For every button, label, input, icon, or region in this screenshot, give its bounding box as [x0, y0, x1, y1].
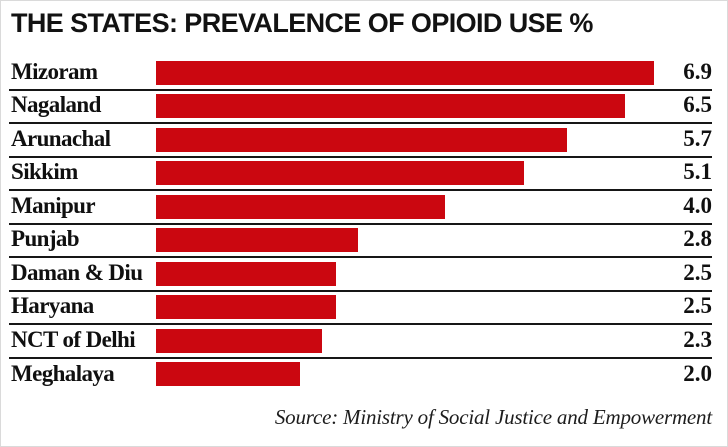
- state-label: Punjab: [11, 226, 80, 252]
- bar: [156, 295, 337, 319]
- chart-row: NCT of Delhi 2.3: [9, 325, 712, 359]
- bar: [156, 194, 445, 219]
- chart-row: Nagaland 6.5: [9, 91, 712, 124]
- state-label: Daman & Diu: [11, 259, 143, 285]
- value-label: 2.8: [683, 226, 712, 252]
- chart-row: Daman & Diu 2.5: [9, 258, 712, 292]
- state-label: Arunachal: [11, 125, 111, 151]
- chart-row: Meghalaya 2.0: [9, 359, 712, 393]
- chart-row: Haryana 2.5: [9, 292, 712, 325]
- bar: [156, 161, 525, 185]
- value-label: 5.7: [683, 125, 712, 151]
- chart-row: Mizoram 6.9: [9, 57, 712, 91]
- state-label: Mizoram: [11, 58, 98, 84]
- chart-row: Punjab 2.8: [9, 225, 712, 258]
- value-label: 2.5: [683, 293, 712, 319]
- bar: [156, 94, 626, 118]
- value-label: 2.0: [683, 361, 712, 387]
- state-label: Nagaland: [11, 92, 101, 118]
- bar: [156, 228, 359, 252]
- value-label: 5.1: [683, 159, 712, 185]
- state-label: Meghalaya: [11, 361, 115, 387]
- value-label: 2.5: [683, 259, 712, 285]
- bar-chart: Mizoram 6.9 Nagaland 6.5 Arunachal 5.7 Sikkim 5…: [9, 57, 712, 392]
- chart-title: THE STATES: PREVALENCE OF OPIOID USE %: [11, 8, 593, 38]
- state-label: Sikkim: [11, 159, 78, 185]
- bar: [156, 328, 322, 353]
- value-label: 2.3: [683, 326, 712, 352]
- bar: [156, 60, 654, 85]
- bar: [156, 362, 301, 386]
- state-label: Manipur: [11, 192, 96, 218]
- state-label: NCT of Delhi: [11, 326, 136, 352]
- value-label: 6.5: [683, 92, 712, 118]
- source-note: Source: Ministry of Social Justice and E…: [274, 405, 712, 429]
- value-label: 6.9: [683, 58, 712, 84]
- chart-row: Manipur 4.0: [9, 191, 712, 225]
- chart-row: Sikkim 5.1: [9, 158, 712, 191]
- value-label: 4.0: [683, 192, 712, 218]
- bar: [156, 261, 337, 286]
- chart-row: Arunachal 5.7: [9, 124, 712, 158]
- state-label: Haryana: [11, 293, 94, 319]
- bar: [156, 127, 568, 152]
